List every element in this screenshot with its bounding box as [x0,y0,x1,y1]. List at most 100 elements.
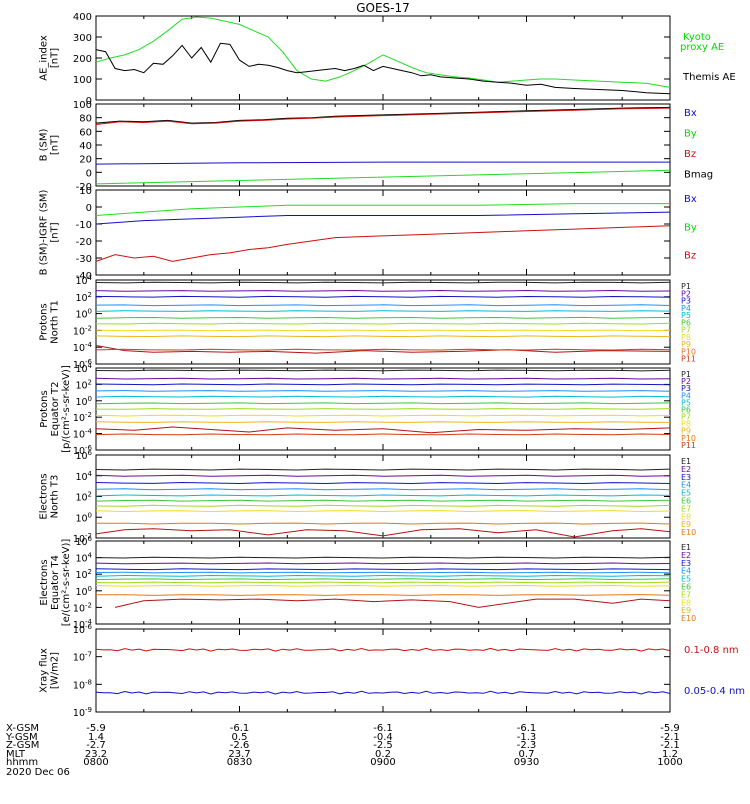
y-tick-label: 10-6 [73,623,93,636]
channel-line [95,468,671,471]
legend-channel: E5 [681,575,691,584]
panel-frame [95,103,671,187]
y-tick-label: 102 [75,378,92,391]
series-themis-ae [95,42,671,95]
y-tick-label: 0 [86,203,92,214]
legend-channel: E8 [681,512,691,521]
y-tick-label: 100 [75,511,92,524]
tick-base: 10 [75,513,87,524]
y-tick-label: 10-8 [73,678,92,691]
tick-exponent: -2 [85,532,92,540]
y-axis-label: B (SM) [39,128,50,161]
channel-line [95,581,671,584]
legend-entry: proxy AE [680,42,724,53]
tick-exponent: -7 [85,651,92,659]
channel-line [95,474,671,477]
legend-channel: P5 [681,398,691,407]
x-column-value: 1.2 [662,749,678,760]
channel-line [95,335,671,338]
legend-entry: By [684,129,697,140]
tick-exponent: -4 [85,618,93,626]
tick-base: 10 [73,603,85,614]
legend-channel: E9 [681,520,691,529]
x-row-label: X-GSM [6,723,39,734]
legend-channel: E3 [681,559,691,568]
legend-channel: E7 [681,504,691,513]
tick-exponent: 6 [88,535,93,543]
series-0-05-0-4-nm [95,690,671,695]
channel-line [95,499,671,502]
tick-base: 10 [75,293,87,304]
y-tick-label: 10-4 [73,618,93,631]
series-bx [95,161,670,165]
tick-exponent: -9 [85,706,92,714]
y-tick-label: 10-2 [73,411,92,424]
legend-channel: P6 [681,318,691,327]
x-column-value: -6.1 [517,723,537,734]
channel-line [95,481,671,485]
series-0-1-0-8-nm [95,647,671,652]
tick-exponent: 0 [88,511,92,519]
y-tick-label: 10-2 [73,601,92,614]
legend-channel: E10 [681,614,696,623]
legend-channel: E1 [681,543,691,552]
y-tick-label: -20 [76,237,92,248]
tick-base: 10 [75,570,87,581]
y-tick-label: 10-2 [73,324,92,337]
y-tick-label: 100 [73,75,92,86]
series-bx [95,211,671,225]
legend-entry: 0.1-0.8 nm [684,645,739,656]
tick-base: 10 [75,380,87,391]
channel-line [95,562,671,565]
channel-line [95,402,671,405]
tick-base: 10 [73,534,85,545]
channel-line [95,329,671,332]
y-axis-label: [W/m2] [50,652,61,689]
panel-bsm: -20 0 20 40 60 80 100 B (SM) [nT] Bx By Bz Bmag [39,100,714,193]
tick-exponent: 2 [88,291,92,299]
legend-channel: P10 [681,347,696,356]
panel-frame [95,189,671,276]
tick-base: 10 [73,360,85,371]
tick-base: 10 [75,397,87,408]
tick-base: 10 [75,472,87,483]
y-tick-label: 60 [79,127,92,138]
legend-channel: E1 [681,457,691,466]
panel-frame [95,628,671,713]
tick-exponent: 2 [88,491,92,499]
channel-line [95,383,671,386]
legend-entry: Bmag [684,170,713,181]
tick-base: 10 [73,680,85,691]
tick-exponent: -2 [85,601,92,609]
tick-exponent: -2 [85,411,92,419]
channel-line [95,316,671,319]
tick-exponent: 4 [88,362,93,370]
legend-entry: Bx [684,194,697,205]
y-axis-label: North T3 [50,475,61,519]
x-column-value: -2.7 [86,740,106,751]
channel-line [95,295,671,298]
legend-channel: P8 [681,420,691,429]
y-axis-label: Electrons [39,473,50,519]
x-column-value: -6.1 [373,723,393,734]
legend-channel: P11 [681,441,696,450]
y-tick-label: 10-6 [73,358,93,371]
y-tick-label: 40 [79,141,92,152]
legend-channel: P1 [681,370,691,379]
channel-line [95,488,671,491]
legend-channel: P4 [681,391,691,400]
y-tick-label: 104 [75,274,92,287]
y-tick-label: 10-4 [73,341,93,354]
channel-line [95,571,671,574]
x-column-value: -6.1 [230,723,250,734]
tick-exponent: 4 [88,552,93,560]
y-tick-label: 400 [73,12,92,23]
y-tick-label: 200 [73,54,92,65]
tick-exponent: -6 [85,358,93,366]
y-tick-label: 102 [75,491,92,504]
y-tick-label: 10-4 [73,428,93,441]
tick-base: 10 [75,276,87,287]
y-tick-label: -20 [76,182,92,193]
